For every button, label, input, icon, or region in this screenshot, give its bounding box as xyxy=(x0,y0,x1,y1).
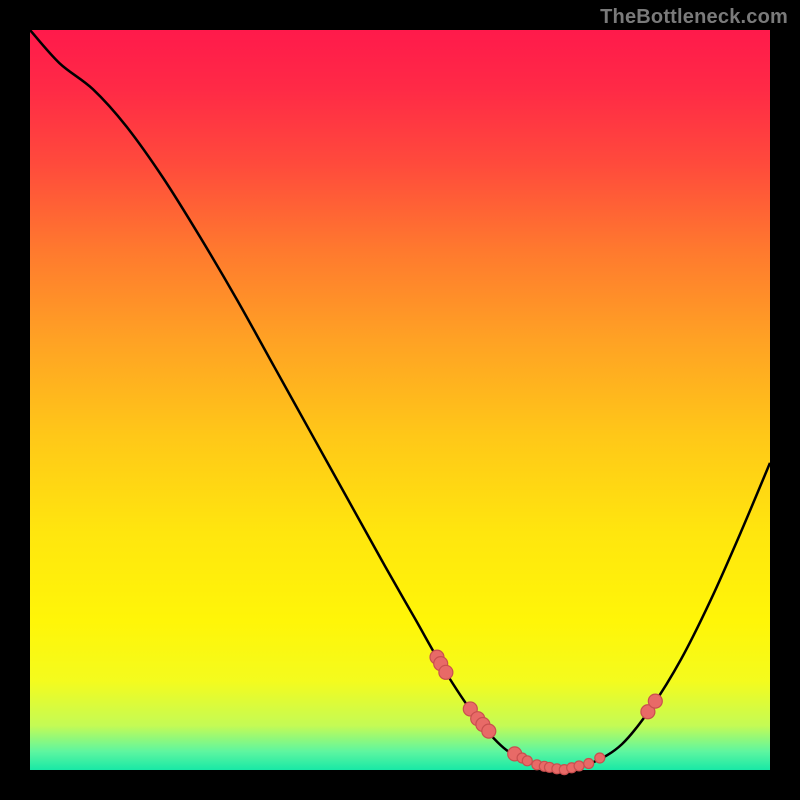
data-marker xyxy=(439,665,453,679)
data-marker xyxy=(522,756,532,766)
plot-background xyxy=(30,30,770,770)
data-marker xyxy=(574,761,584,771)
chart-stage: TheBottleneck.com xyxy=(0,0,800,800)
data-marker xyxy=(584,759,594,769)
data-marker xyxy=(595,753,605,763)
data-marker xyxy=(482,724,496,738)
watermark-text: TheBottleneck.com xyxy=(600,6,788,29)
bottleneck-chart xyxy=(0,0,800,800)
data-marker xyxy=(648,694,662,708)
